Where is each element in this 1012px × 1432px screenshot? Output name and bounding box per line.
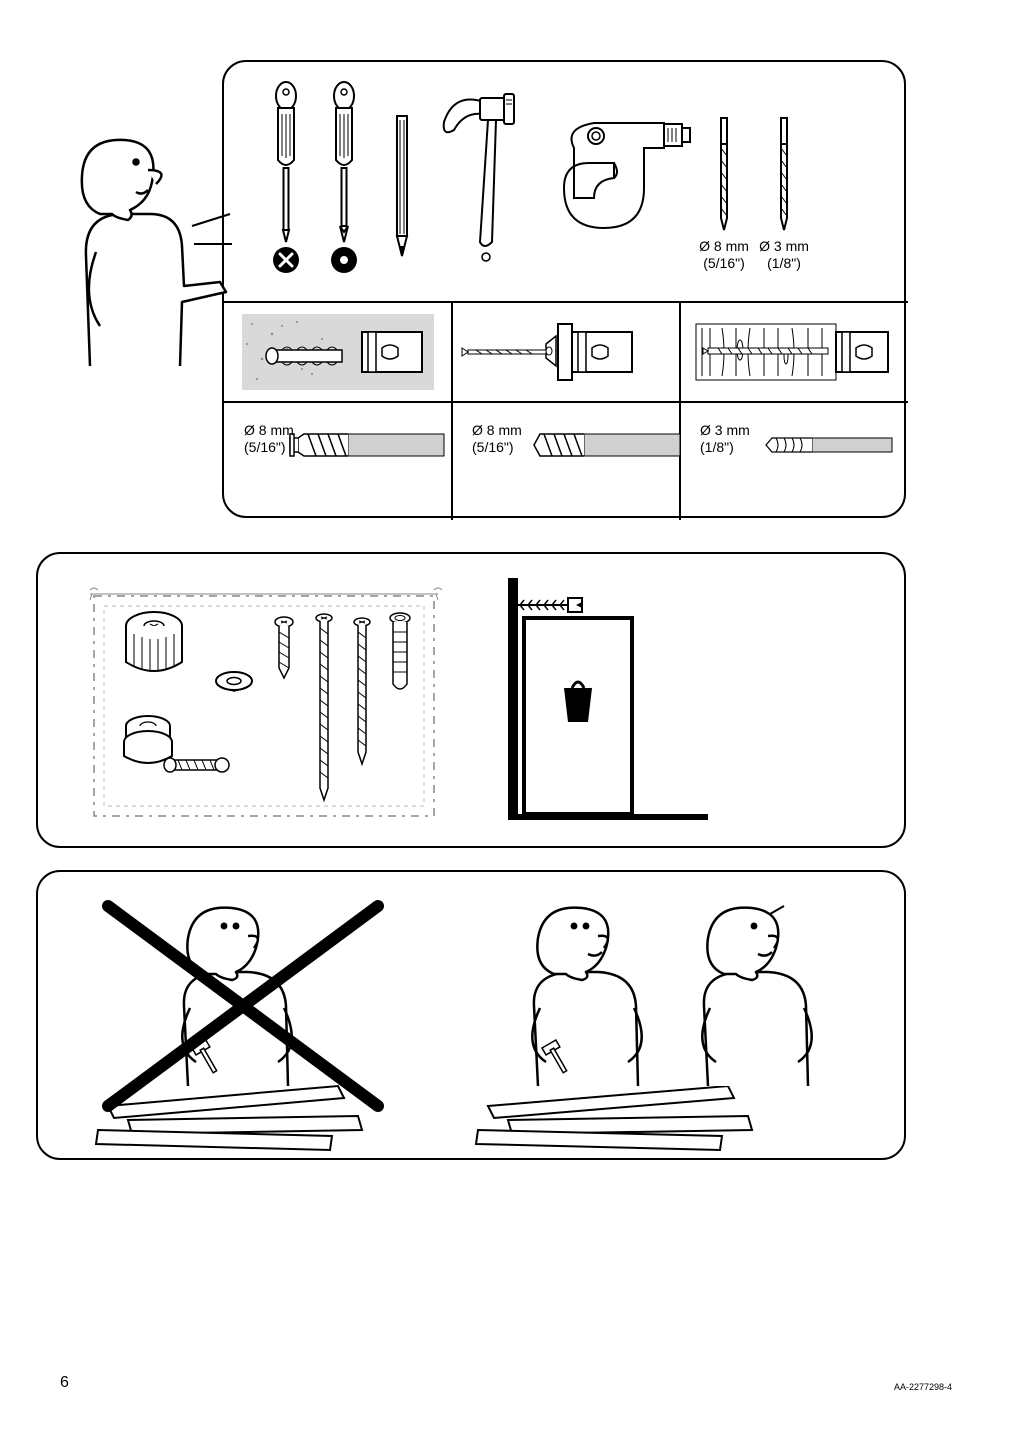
concrete-imp: (5/16") [244,439,286,455]
people-illustration [38,872,908,1162]
bit2-dia: Ø 3 mm [759,238,809,254]
wood-label: Ø 3 mm (1/8") [700,422,756,456]
hollow-label: Ø 8 mm (5/16") [472,422,528,456]
hardware-panel [36,552,906,848]
wood-imp: (1/8") [700,439,734,455]
wood-dia: Ø 3 mm [700,422,750,438]
bit1-label: Ø 8 mm (5/16") [696,238,752,272]
concrete-label: Ø 8 mm (5/16") [244,422,300,456]
person-pointing [30,106,270,366]
bit2-label: Ø 3 mm (1/8") [756,238,812,272]
people-panel [36,870,906,1160]
concrete-dia: Ø 8 mm [244,422,294,438]
bit2-imp: (1/8") [767,255,801,271]
bit1-dia: Ø 8 mm [699,238,749,254]
document-id: AA-2277298-4 [894,1382,952,1392]
tools-panel: Ø 8 mm (5/16") Ø 3 mm (1/8") Ø 8 mm (5/1… [222,60,906,518]
tools-illustration [224,62,908,520]
page-number: 6 [60,1374,69,1392]
bit1-imp: (5/16") [703,255,745,271]
hollow-imp: (5/16") [472,439,514,455]
hardware-illustration [38,554,908,850]
hollow-dia: Ø 8 mm [472,422,522,438]
